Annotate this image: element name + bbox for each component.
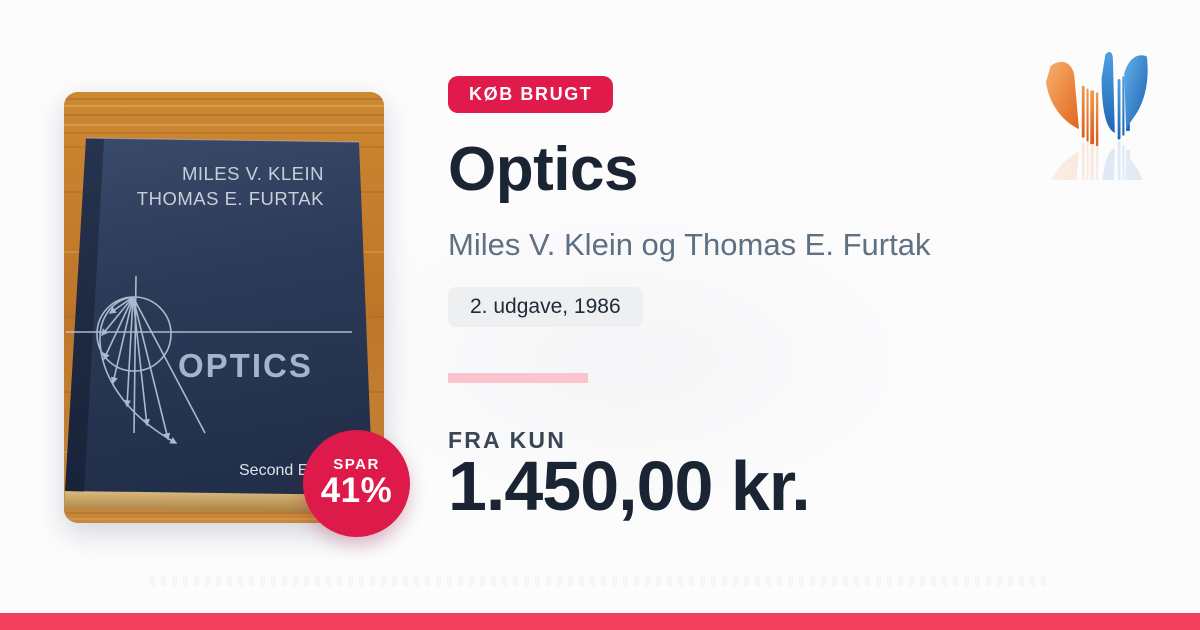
product-title: Optics: [448, 135, 638, 204]
bottom-accent-bar: [0, 613, 1200, 630]
accent-divider: [448, 373, 588, 383]
open-books-logo-icon: [1045, 52, 1148, 180]
book-top-edge-highlight: [85, 137, 360, 143]
discount-prefix: SPAR: [333, 455, 380, 473]
book-cover: [65, 138, 373, 495]
cover-author-line1: MILES V. KLEIN: [182, 163, 324, 184]
book-page-edge: [64, 490, 376, 513]
price-value: 1.450,00 kr.: [448, 447, 811, 525]
cover-spiral-diagram: [66, 275, 352, 444]
discount-badge: SPAR 41%: [303, 430, 410, 537]
cover-title: OPTICS: [178, 347, 313, 384]
background-faint-pattern: [150, 576, 1050, 586]
discount-percent: 41%: [320, 471, 393, 511]
book-spine-shadow: [65, 138, 104, 492]
book-photo: MILES V. KLEIN THOMAS E. FURTAK OPTICS: [64, 92, 384, 523]
product-authors: Miles V. Klein og Thomas E. Furtak: [448, 227, 931, 262]
cover-author-line2: THOMAS E. FURTAK: [137, 188, 324, 209]
buy-used-badge[interactable]: KØB BRUGT: [448, 76, 614, 113]
price-label: FRA KUN: [448, 427, 567, 453]
edition-chip: 2. udgave, 1986: [448, 287, 643, 327]
